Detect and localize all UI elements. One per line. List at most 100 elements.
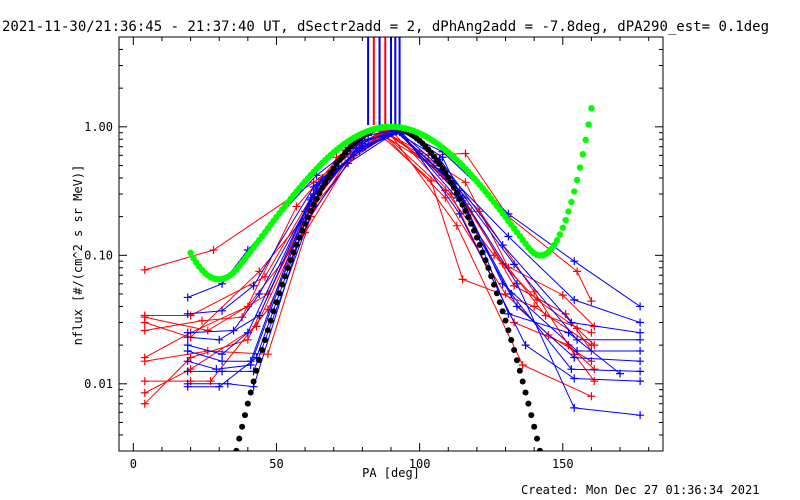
series-point <box>358 139 367 148</box>
model-green-point <box>585 121 592 128</box>
series-point <box>461 149 470 158</box>
model-black-point <box>330 165 337 172</box>
series-point <box>636 318 645 327</box>
model-green-point <box>562 216 569 224</box>
model-black-point <box>473 234 480 241</box>
series-point <box>212 365 221 374</box>
series-point <box>570 295 579 304</box>
model-black-point <box>493 290 500 297</box>
series-point <box>255 289 264 298</box>
series-point <box>255 311 264 320</box>
series-point <box>198 316 207 325</box>
series-point <box>183 333 192 342</box>
series-point <box>636 347 645 356</box>
series-point <box>636 335 645 344</box>
model-black-point <box>456 195 463 202</box>
series-point <box>438 153 447 162</box>
model-black-point <box>453 190 460 197</box>
model-green-point <box>187 249 194 257</box>
series-line <box>187 130 641 416</box>
series-point <box>140 388 149 397</box>
series-point <box>355 144 364 153</box>
series-point <box>636 377 645 386</box>
series-line <box>144 133 595 382</box>
series-point <box>512 279 521 288</box>
series-point <box>452 221 461 230</box>
series-point <box>570 374 579 383</box>
model-green-point <box>573 176 581 184</box>
series-point <box>616 369 625 378</box>
model-black-point <box>327 169 334 176</box>
model-black-point <box>468 220 475 227</box>
series-point <box>140 357 149 366</box>
model-black-point <box>270 308 277 315</box>
series-point <box>140 318 149 327</box>
series-point <box>140 399 149 408</box>
series-point <box>263 350 272 359</box>
series-point <box>183 309 192 318</box>
model-black-point <box>287 257 294 264</box>
series-point <box>504 309 513 318</box>
series-point <box>215 335 224 344</box>
y-axis-label: nflux [#/(cm^2 s sr MeV)] <box>71 165 85 346</box>
series-point <box>455 209 464 218</box>
model-black-point <box>471 227 478 234</box>
model-green-point <box>556 231 564 238</box>
model-black-point <box>531 423 538 430</box>
model-black-point <box>488 273 495 280</box>
model-black-point <box>442 169 449 176</box>
series-point <box>590 341 599 350</box>
model-black-point <box>465 214 472 221</box>
series-line <box>144 132 592 302</box>
model-black-point <box>310 201 317 208</box>
model-black-point <box>502 317 509 324</box>
series-point <box>587 328 596 337</box>
model-black-point <box>253 367 260 374</box>
series-point <box>243 328 252 337</box>
series-point <box>587 392 596 401</box>
series-line <box>187 132 641 382</box>
series-point <box>203 326 212 335</box>
model-black-point <box>516 367 523 374</box>
series-point <box>636 357 645 366</box>
model-black-point <box>304 214 311 221</box>
model-black-point <box>528 412 535 419</box>
series-point <box>587 297 596 306</box>
model-black-point <box>519 378 526 385</box>
series-line <box>187 130 641 323</box>
series-point <box>301 207 310 216</box>
series-point <box>229 326 238 335</box>
series-point <box>364 135 373 144</box>
series-point <box>218 367 227 376</box>
series-point <box>183 293 192 302</box>
series-point <box>636 302 645 311</box>
model-black-point <box>322 179 329 186</box>
series-line <box>144 130 592 397</box>
series-point <box>140 265 149 274</box>
model-black-point <box>273 299 280 306</box>
series-line <box>187 130 641 341</box>
series-point <box>507 289 516 298</box>
model-black-point <box>244 400 251 407</box>
series-point <box>573 324 582 333</box>
model-green-point <box>582 136 589 144</box>
x-axis-label: PA [deg] <box>362 466 420 480</box>
model-green-point <box>579 150 587 158</box>
x-tick-label: 150 <box>552 457 574 471</box>
series-point <box>183 347 192 356</box>
model-black-point <box>299 227 306 234</box>
model-green-point <box>553 237 561 244</box>
series-point <box>512 302 521 311</box>
model-black-point <box>525 400 532 407</box>
model-black-point <box>436 161 443 168</box>
series-point <box>573 347 582 356</box>
model-black-point <box>236 435 243 442</box>
series-point <box>570 353 579 362</box>
model-black-point <box>250 378 257 385</box>
model-black-point <box>239 423 246 430</box>
model-black-point <box>247 389 254 396</box>
series-point <box>558 291 567 300</box>
model-black-point <box>264 327 271 334</box>
y-tick-label: 1.00 <box>84 120 113 134</box>
